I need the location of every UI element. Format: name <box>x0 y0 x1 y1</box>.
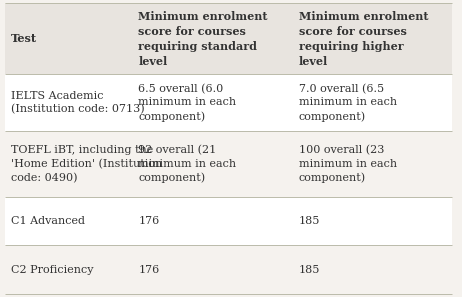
Bar <box>292 74 452 131</box>
Bar <box>5 131 132 197</box>
Text: Test: Test <box>11 33 37 44</box>
Text: 92 overall (21
minimum in each
component): 92 overall (21 minimum in each component… <box>139 145 237 183</box>
Text: 185: 185 <box>298 216 320 226</box>
Bar <box>132 131 292 197</box>
Text: IELTS Academic
(Institution code: 0713): IELTS Academic (Institution code: 0713) <box>11 91 145 115</box>
Text: 176: 176 <box>139 216 160 226</box>
Bar <box>292 3 452 74</box>
Bar <box>5 3 132 74</box>
Bar <box>5 197 132 245</box>
Bar <box>292 245 452 294</box>
Text: 185: 185 <box>298 265 320 275</box>
Text: C2 Proficiency: C2 Proficiency <box>11 265 93 275</box>
Text: 6.5 overall (6.0
minimum in each
component): 6.5 overall (6.0 minimum in each compone… <box>139 83 237 122</box>
Text: Minimum enrolment
score for courses
requiring standard
level: Minimum enrolment score for courses requ… <box>139 11 268 67</box>
Text: 100 overall (23
minimum in each
component): 100 overall (23 minimum in each componen… <box>298 145 397 183</box>
Text: 7.0 overall (6.5
minimum in each
component): 7.0 overall (6.5 minimum in each compone… <box>298 83 397 122</box>
Bar <box>292 131 452 197</box>
Text: C1 Advanced: C1 Advanced <box>11 216 85 226</box>
Bar <box>292 197 452 245</box>
Bar <box>132 197 292 245</box>
Bar <box>5 245 132 294</box>
Text: TOEFL iBT, including the
'Home Edition' (Institution
code: 0490): TOEFL iBT, including the 'Home Edition' … <box>11 145 162 183</box>
Bar <box>5 74 132 131</box>
Bar <box>132 3 292 74</box>
Bar <box>132 245 292 294</box>
Bar <box>132 74 292 131</box>
Text: Minimum enrolment
score for courses
requiring higher
level: Minimum enrolment score for courses requ… <box>298 11 428 67</box>
Text: 176: 176 <box>139 265 160 275</box>
